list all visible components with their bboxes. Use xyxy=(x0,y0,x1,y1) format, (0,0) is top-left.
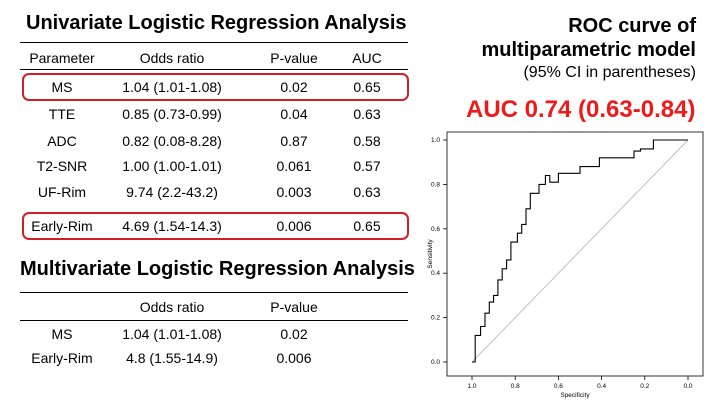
univariate-odds-ratio-cell: 4.69 (1.54-14.3) xyxy=(122,218,222,234)
y-tick-label: 0.4 xyxy=(431,270,440,277)
multivariate-parameter-cell: Early-Rim xyxy=(31,350,93,366)
roc-title-line2: multiparametric model xyxy=(481,39,696,61)
univariate-header-cell: Parameter xyxy=(29,50,95,66)
multivariate-p-value-cell: 0.006 xyxy=(276,350,312,366)
y-tick-label: 0.6 xyxy=(431,226,440,233)
x-tick-label: 0.6 xyxy=(554,383,563,390)
univariate-title: Univariate Logistic Regression Analysis xyxy=(26,12,407,34)
univariate-top-rule xyxy=(20,42,408,43)
plot-frame xyxy=(446,131,704,377)
y-tick-label: 0.2 xyxy=(431,315,440,322)
univariate-odds-ratio-cell: 0.82 (0.08-8.28) xyxy=(122,133,222,149)
univariate-auc-cell: 0.63 xyxy=(353,184,381,200)
y-tick-label: 1.0 xyxy=(431,137,440,144)
multivariate-p-value-cell: 0.02 xyxy=(280,326,308,342)
x-tick-label: 0.0 xyxy=(683,383,692,390)
roc-chart: 1.0 0.8 0.6 0.4 0.2 0.0 0.0 0.2 0.4 0.6 0.8 1.0 Spec… xyxy=(427,131,704,399)
y-tick-label: 0.0 xyxy=(431,359,440,366)
highlight-box xyxy=(22,73,409,101)
univariate-odds-ratio-cell: 1.04 (1.01-1.08) xyxy=(122,79,222,95)
univariate-header-rule xyxy=(20,69,408,70)
auc-value: AUC 0.74 (0.63-0.84) xyxy=(466,96,696,123)
multivariate-parameter-cell: MS xyxy=(51,326,73,342)
univariate-parameter-cell: MS xyxy=(51,79,73,95)
univariate-odds-ratio-cell: 1.00 (1.00-1.01) xyxy=(122,158,222,174)
univariate-auc-cell: 0.57 xyxy=(353,158,381,174)
x-tick-label: 0.4 xyxy=(597,383,606,390)
reference-diagonal xyxy=(471,139,689,363)
x-tick-label: 0.2 xyxy=(640,383,649,390)
multivariate-header-rule xyxy=(20,320,408,321)
multivariate-title: Multivariate Logistic Regression Analysi… xyxy=(20,258,415,280)
roc-subtitle: (95% CI in parentheses) xyxy=(523,64,696,81)
univariate-parameter-cell: UF-Rim xyxy=(37,184,87,200)
x-tick-label: 1.0 xyxy=(467,383,476,390)
x-axis-label: Specificity xyxy=(560,392,590,399)
univariate-odds-ratio-cell: 0.85 (0.73-0.99) xyxy=(122,106,222,122)
univariate-auc-cell: 0.65 xyxy=(353,218,381,234)
univariate-p-value-cell: 0.04 xyxy=(280,106,308,122)
univariate-parameter-cell: T2-SNR xyxy=(36,158,88,174)
univariate-auc-cell: 0.58 xyxy=(353,133,381,149)
univariate-header-cell: AUC xyxy=(352,50,382,66)
roc-title-line1: ROC curve of xyxy=(568,15,696,37)
multivariate-top-rule xyxy=(20,292,408,293)
univariate-auc-cell: 0.65 xyxy=(353,79,381,95)
roc-title: ROC curve of multiparametric model xyxy=(481,14,696,62)
multivariate-odds-ratio-cell: 1.04 (1.01-1.08) xyxy=(122,326,222,342)
univariate-parameter-cell: TTE xyxy=(48,106,76,122)
univariate-odds-ratio-cell: 9.74 (2.2-43.2) xyxy=(126,184,218,200)
univariate-auc-cell: 0.63 xyxy=(353,106,381,122)
univariate-p-value-cell: 0.006 xyxy=(276,218,312,234)
multivariate-header-cell: P-value xyxy=(270,299,318,315)
y-axis-label: Sensitivity xyxy=(427,239,434,269)
highlight-box xyxy=(22,212,409,240)
univariate-parameter-cell: Early-Rim xyxy=(31,218,93,234)
y-tick-label: 0.8 xyxy=(431,181,440,188)
univariate-p-value-cell: 0.061 xyxy=(276,158,312,174)
univariate-header-cell: Odds ratio xyxy=(139,50,205,66)
univariate-header-cell: P-value xyxy=(270,50,318,66)
x-tick-label: 0.8 xyxy=(511,383,520,390)
roc-curve-line xyxy=(472,139,688,363)
univariate-p-value-cell: 0.003 xyxy=(276,184,312,200)
multivariate-odds-ratio-cell: 4.8 (1.55-14.9) xyxy=(126,350,218,366)
multivariate-header-cell: Odds ratio xyxy=(139,299,205,315)
univariate-p-value-cell: 0.02 xyxy=(280,79,308,95)
univariate-p-value-cell: 0.87 xyxy=(280,133,308,149)
univariate-parameter-cell: ADC xyxy=(47,133,77,149)
